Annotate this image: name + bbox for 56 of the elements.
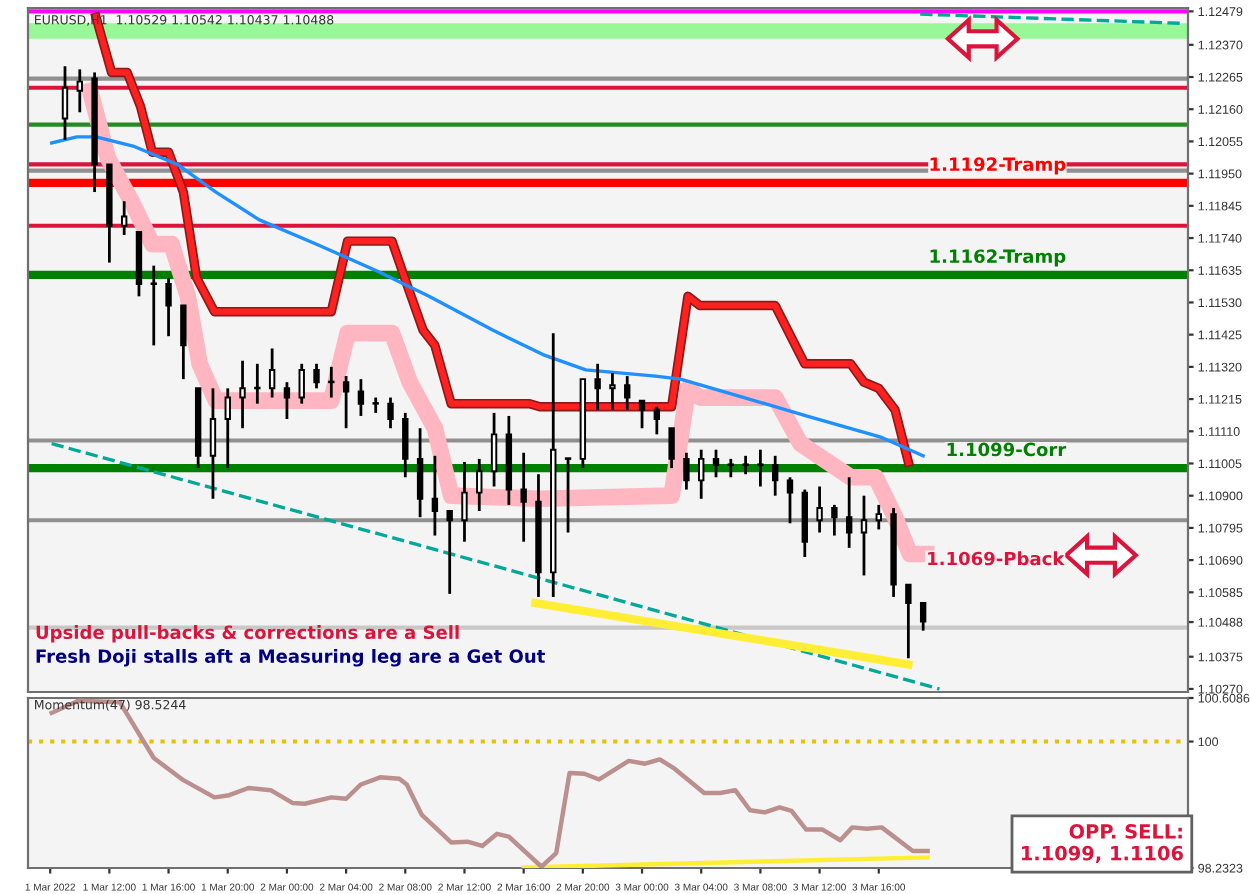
candlestick [905,583,912,660]
candlestick [268,347,276,399]
candlestick [180,304,187,381]
candlestick [683,451,690,491]
ref-line-label: 1.1162-Tramp [930,249,1066,267]
candlestick [727,457,734,479]
candlestick [120,199,128,237]
candlestick [209,386,217,501]
candlestick [638,399,646,430]
candlestick [416,426,424,519]
line-series [50,135,925,458]
candlestick [845,475,853,550]
candlestick [742,454,749,476]
candlestick [61,64,69,142]
annotation: OPP. SELL: 1.1099, 1.1106 [1021,824,1183,864]
candlestick [224,386,231,470]
candlestick [875,503,882,531]
candlestick [624,374,631,412]
candlestick [757,448,764,488]
candlestick [490,411,498,488]
candlestick [387,396,394,430]
candlestick [150,264,157,347]
candlestick [298,362,305,406]
candlestick [772,454,779,498]
candlestick [476,457,483,513]
annotation: 1.1069-Pback [928,551,1065,566]
candlestick [254,362,261,406]
candlestick [402,411,409,479]
candlestick [431,454,439,537]
annotation: Upside pull-backs & corrections are a Sell [36,625,459,643]
candlestick [609,371,616,412]
annotation: Fresh Doji stalls aft a Measuring leg are a Get Out [36,648,545,667]
candlestick [446,509,453,596]
candlestick [653,405,661,436]
ref-line-label: 1.1099-Corr [947,442,1067,457]
candlestick [698,448,705,501]
candlestick [520,451,527,544]
ref-line-label: 1.1192-Tramp [930,157,1066,175]
candlestick [239,359,246,430]
candlestick [283,380,291,421]
candlestick [786,475,794,525]
candlestick [712,448,720,479]
candlestick [816,485,823,534]
candlestick [328,365,335,399]
candlestick [357,377,365,418]
candlestick [564,457,572,534]
candlestick [594,362,601,412]
candlestick [461,460,468,544]
candlestick [165,276,172,338]
candlestick [76,67,83,114]
candlestick [313,362,320,390]
candlestick [919,601,927,633]
candlestick [860,494,868,577]
candlestick [831,503,838,537]
candlestick [342,374,350,430]
candlestick [668,426,675,470]
